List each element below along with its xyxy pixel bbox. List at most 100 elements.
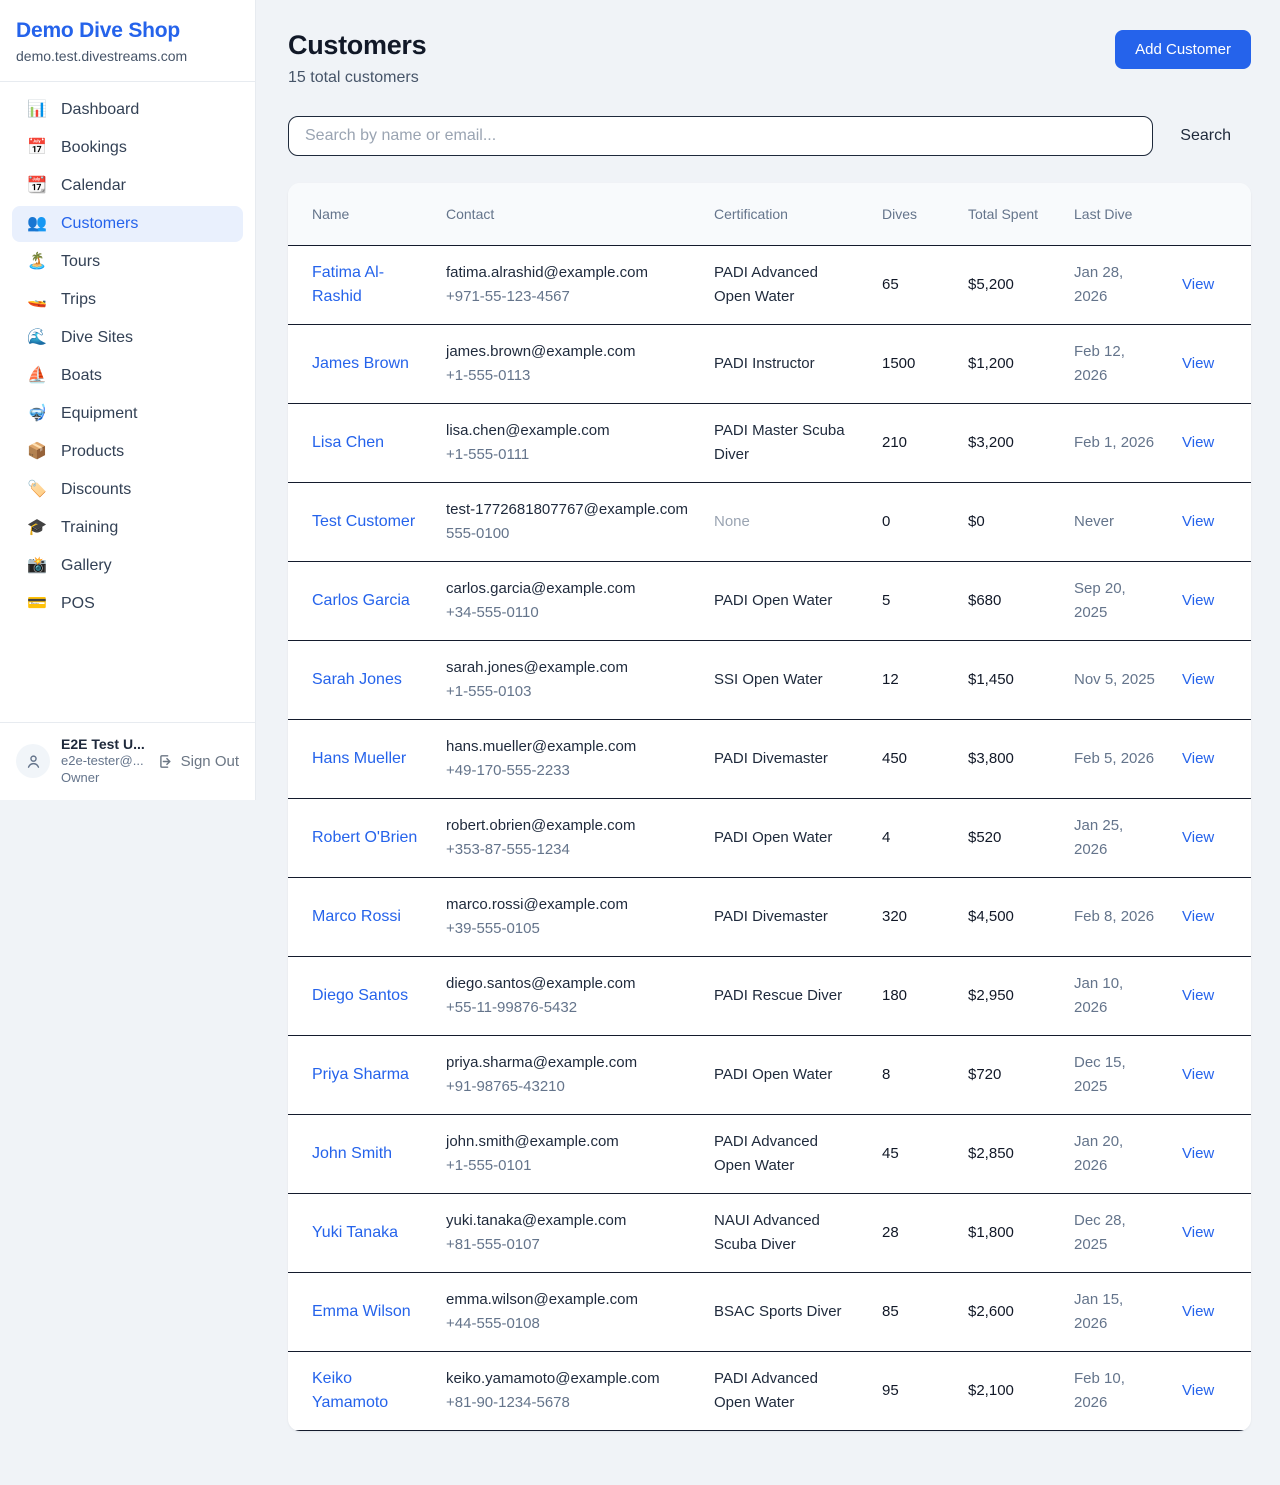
customer-phone: +81-90-1234-5678 [446,1393,570,1411]
customer-phone: +49-170-555-2233 [446,761,570,779]
customer-name-link[interactable]: Fatima Al-Rashid [312,263,385,305]
customer-total-spent: $520 [956,798,1062,878]
sidebar-header: Demo Dive Shop demo.test.divestreams.com [0,0,255,82]
customer-total-spent: $1,450 [956,640,1062,720]
table-row: Test Customer test-1772681807767@example… [288,482,1251,562]
sidebar-item-pos[interactable]: 💳 POS [12,586,243,622]
customer-last-dive: Jan 25, 2026 [1062,798,1170,878]
sidebar-item-bookings[interactable]: 📅 Bookings [12,130,243,166]
sidebar-item-tours[interactable]: 🏝️ Tours [12,244,243,280]
table-row: Hans Mueller hans.mueller@example.com +4… [288,719,1251,799]
customer-name-link[interactable]: Emma Wilson [312,1302,411,1320]
shop-domain: demo.test.divestreams.com [16,48,188,64]
customer-phone: +1-555-0101 [446,1156,532,1174]
view-link[interactable]: View [1182,828,1215,846]
sidebar-item-dive-sites[interactable]: 🌊 Dive Sites [12,320,243,356]
view-link[interactable]: View [1182,1223,1215,1241]
customer-name-link[interactable]: Yuki Tanaka [312,1223,398,1241]
sidebar-item-label: Boats [61,367,102,384]
customer-total-spent: $2,100 [956,1351,1062,1431]
customer-dives: 320 [870,877,956,957]
column-header-total-spent: Total Spent [956,183,1062,246]
customer-email: diego.santos@example.com [446,975,636,993]
view-link[interactable]: View [1182,275,1215,293]
sidebar-item-calendar[interactable]: 📆 Calendar [12,168,243,204]
customer-certification: PADI Divemaster [702,719,870,799]
customer-name-link[interactable]: Test Customer [312,512,416,530]
customer-certification: PADI Rescue Diver [702,956,870,1036]
customer-last-dive: Feb 5, 2026 [1062,719,1170,799]
calendar-icon: 📆 [27,177,47,194]
customer-name-link[interactable]: Marco Rossi [312,907,401,925]
sidebar-item-gallery[interactable]: 📸 Gallery [12,548,243,584]
sidebar-item-customers[interactable]: 👥 Customers [12,206,243,242]
sidebar-item-dashboard[interactable]: 📊 Dashboard [12,92,243,128]
avatar [16,744,50,779]
customer-name-link[interactable]: John Smith [312,1144,393,1162]
sidebar-item-equipment[interactable]: 🤿 Equipment [12,396,243,432]
view-link[interactable]: View [1182,670,1215,688]
customer-phone: +1-555-0103 [446,682,532,700]
customer-last-dive: Nov 5, 2025 [1062,640,1170,720]
sign-out-button[interactable]: Sign Out [157,753,239,770]
customer-name-link[interactable]: Sarah Jones [312,670,402,688]
customer-dives: 180 [870,956,956,1036]
table-row: Yuki Tanaka yuki.tanaka@example.com +81-… [288,1193,1251,1273]
customer-name-link[interactable]: Lisa Chen [312,433,385,451]
dashboard-icon: 📊 [27,101,47,118]
customer-last-dive: Dec 28, 2025 [1062,1193,1170,1273]
sidebar-item-products[interactable]: 📦 Products [12,434,243,470]
customer-certification: PADI Advanced Open Water [702,1114,870,1194]
customer-phone: +44-555-0108 [446,1314,540,1332]
customer-name-link[interactable]: Carlos Garcia [312,591,410,609]
view-link[interactable]: View [1182,433,1215,451]
view-link[interactable]: View [1182,1065,1215,1083]
logout-icon [159,755,171,768]
sidebar-item-training[interactable]: 🎓 Training [12,510,243,546]
sidebar-item-label: Tours [61,253,101,270]
view-link[interactable]: View [1182,1144,1215,1162]
customer-total-spent: $720 [956,1035,1062,1115]
customer-dives: 450 [870,719,956,799]
customer-dives: 12 [870,640,956,720]
customer-phone: +34-555-0110 [446,603,539,621]
sidebar-item-label: POS [61,595,95,612]
sidebar-item-trips[interactable]: 🚤 Trips [12,282,243,318]
equipment-icon: 🤿 [27,405,47,422]
view-link[interactable]: View [1182,512,1215,530]
search-button[interactable]: Search [1180,127,1231,144]
customer-certification: PADI Open Water [702,561,870,641]
customer-last-dive: Jan 15, 2026 [1062,1272,1170,1352]
sidebar-item-label: Customers [61,215,139,232]
sidebar-item-label: Equipment [61,405,138,422]
customer-name-link[interactable]: Diego Santos [312,986,409,1004]
trips-icon: 🚤 [27,291,47,308]
customer-total-spent: $1,200 [956,324,1062,404]
customer-name-link[interactable]: Priya Sharma [312,1065,409,1083]
view-link[interactable]: View [1182,1302,1215,1320]
customer-dives: 8 [870,1035,956,1115]
sidebar-item-boats[interactable]: ⛵ Boats [12,358,243,394]
customer-name-link[interactable]: Hans Mueller [312,749,407,767]
sidebar-item-discounts[interactable]: 🏷️ Discounts [12,472,243,508]
table-row: Emma Wilson emma.wilson@example.com +44-… [288,1272,1251,1352]
search-input[interactable] [288,116,1154,156]
view-link[interactable]: View [1182,1381,1215,1399]
customer-phone: +1-555-0111 [446,445,530,463]
customer-name-link[interactable]: Robert O'Brien [312,828,418,846]
customer-total-spent: $0 [956,482,1062,562]
add-customer-button[interactable]: Add Customer [1115,30,1251,69]
view-link[interactable]: View [1182,986,1215,1004]
table-row: Sarah Jones sarah.jones@example.com +1-5… [288,640,1251,720]
customer-phone: +971-55-123-4567 [446,287,570,305]
customer-name-link[interactable]: Keiko Yamamoto [312,1369,389,1411]
customer-last-dive: Jan 28, 2026 [1062,245,1170,325]
view-link[interactable]: View [1182,907,1215,925]
view-link[interactable]: View [1182,749,1215,767]
customer-email: james.brown@example.com [446,343,636,361]
customer-name-link[interactable]: James Brown [312,354,409,372]
person-icon [27,755,39,768]
view-link[interactable]: View [1182,591,1215,609]
customer-certification: PADI Instructor [702,324,870,404]
view-link[interactable]: View [1182,354,1215,372]
